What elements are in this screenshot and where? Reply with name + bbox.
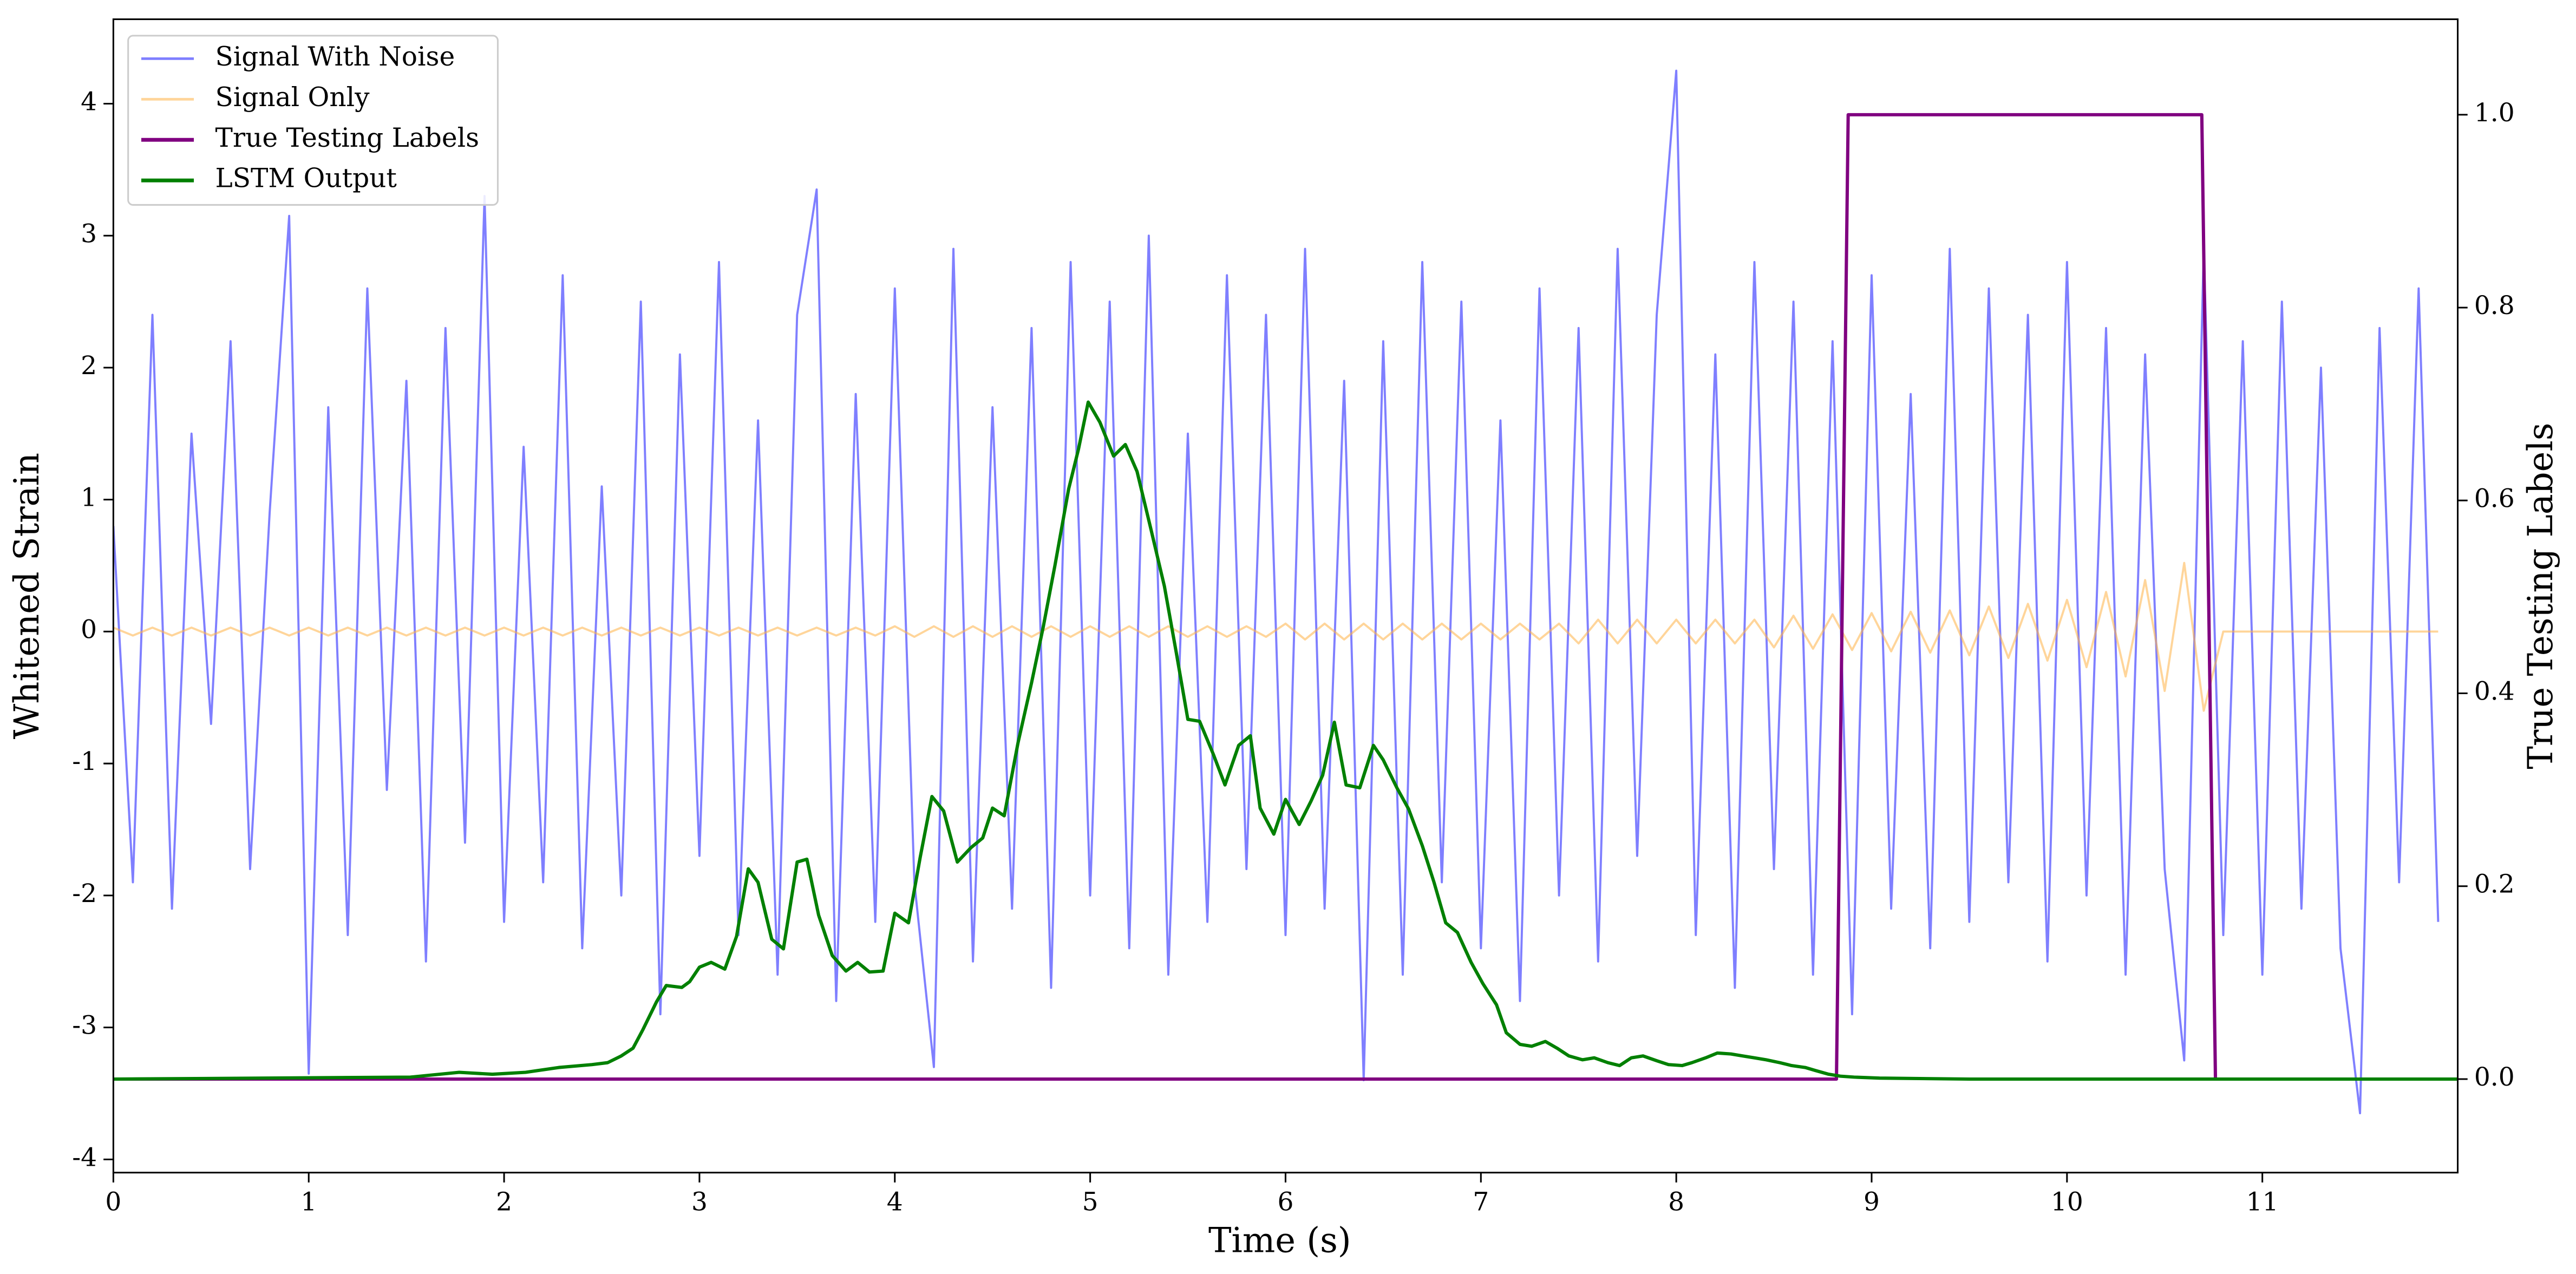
- x-tick-label: 11: [2246, 1187, 2279, 1217]
- series-line: [113, 69, 2440, 1115]
- legend-label: True Testing Labels: [215, 123, 480, 153]
- series-line: [113, 400, 2458, 1081]
- x-tick-label: 2: [496, 1187, 512, 1217]
- x-tick-label: 10: [2051, 1187, 2083, 1217]
- x-axis-label: Time (s): [1208, 1221, 1351, 1261]
- x-tick-label: 1: [300, 1187, 317, 1217]
- legend-label: Signal Only: [215, 82, 370, 113]
- y2-tick-label: 0.4: [2474, 677, 2515, 707]
- legend-label: LSTM Output: [215, 164, 397, 194]
- y-tick-label: -1: [72, 747, 97, 776]
- y2-tick-label: 0.2: [2474, 870, 2515, 899]
- series-line: [113, 561, 2438, 712]
- y2-tick-label: 1.0: [2474, 98, 2515, 128]
- x-tick-label: 4: [887, 1187, 903, 1217]
- y-tick-label: -3: [72, 1011, 97, 1041]
- legend-box: [127, 35, 499, 206]
- x-tick-label: 0: [105, 1187, 121, 1217]
- y-tick-label: 0: [81, 615, 97, 644]
- plot-area: [113, 69, 2458, 1115]
- y-tick-label: 4: [81, 87, 97, 117]
- y-tick-label: -4: [72, 1142, 97, 1172]
- x-tick-label: 5: [1082, 1187, 1099, 1217]
- x-tick-label: 7: [1473, 1187, 1489, 1217]
- y-axis-label: Whitened Strain: [7, 453, 47, 739]
- x-tick-label: 3: [691, 1187, 708, 1217]
- legend: Signal With Noise Signal Only True Testing…: [127, 35, 499, 206]
- y2-tick-label: 0.6: [2474, 484, 2515, 513]
- x-tick-label: 8: [1668, 1187, 1684, 1217]
- y-tick-label: 3: [81, 219, 97, 249]
- y2-tick-label: 0.0: [2474, 1062, 2515, 1092]
- y-tick-label: -2: [72, 879, 97, 909]
- legend-label: Signal With Noise: [215, 42, 455, 72]
- y-tick-label: 1: [81, 483, 97, 513]
- x-tick-label: 9: [1864, 1187, 1880, 1217]
- x-tick-label: 6: [1277, 1187, 1293, 1217]
- y-tick-label: 2: [81, 351, 97, 381]
- y2-tick-label: 0.8: [2474, 291, 2515, 321]
- y2-axis-label: True Testing Labels: [2521, 423, 2561, 769]
